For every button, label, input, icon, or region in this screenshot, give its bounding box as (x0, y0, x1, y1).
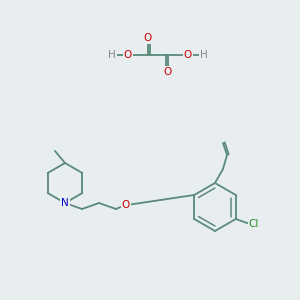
Text: H: H (200, 50, 208, 60)
Text: O: O (144, 33, 152, 43)
Text: O: O (122, 200, 130, 210)
Text: Cl: Cl (249, 219, 259, 229)
Text: O: O (164, 67, 172, 77)
Text: O: O (184, 50, 192, 60)
Text: O: O (124, 50, 132, 60)
Text: H: H (108, 50, 116, 60)
Text: N: N (61, 198, 69, 208)
